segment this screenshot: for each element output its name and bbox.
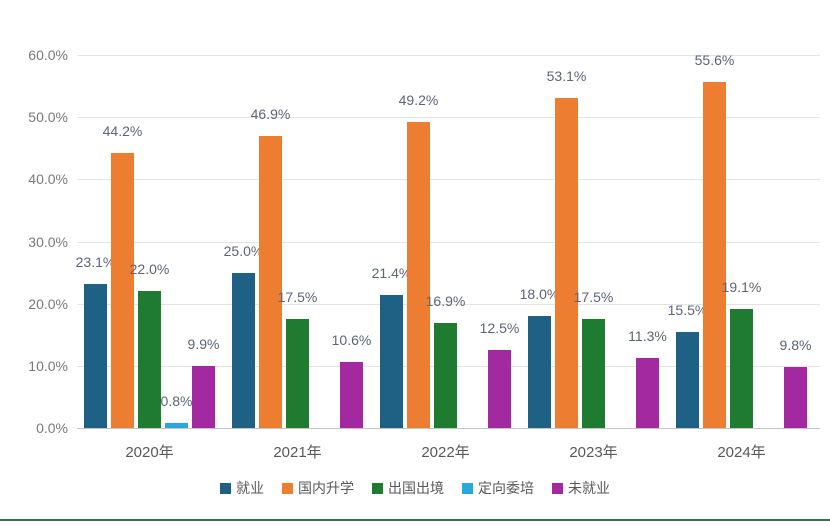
- bar-就业-2024年: [676, 331, 699, 428]
- bar-group-2020年: 23.1% 44.2% 22.0% 0.8% 9.9%: [76, 55, 219, 428]
- bar-value-label: 9.9%: [187, 336, 220, 353]
- bar-未就业-2023年: [636, 357, 659, 428]
- bar-value-label: 17.5%: [573, 289, 614, 306]
- legend-label: 国内升学: [298, 480, 354, 496]
- legend-item-出国出境: 出国出境: [372, 478, 444, 498]
- x-axis-category-label: 2022年: [421, 444, 470, 461]
- legend-swatch-icon: [462, 482, 473, 494]
- bar-value-label: 23.1%: [75, 254, 116, 271]
- bar-group-2022年: 21.4% 49.2% 16.9% 12.5%: [372, 55, 519, 428]
- bar-value-label: 11.3%: [628, 327, 667, 344]
- legend-swatch-icon: [282, 482, 293, 494]
- gridline: [77, 55, 820, 56]
- bar-value-label: 19.1%: [721, 279, 762, 296]
- bottom-accent-line: [0, 519, 830, 521]
- y-axis-tick-label: 40.0%: [28, 171, 68, 188]
- bar-就业-2023年: [528, 316, 551, 428]
- bar-value-label: 9.8%: [779, 337, 812, 354]
- x-axis-line: [77, 428, 820, 429]
- bar-value-label: 18.0%: [519, 286, 560, 303]
- bar-国内升学-2022年: [407, 122, 430, 428]
- bar-value-label: 16.9%: [425, 292, 466, 309]
- x-axis-category-label: 2020年: [125, 444, 174, 461]
- legend-label: 未就业: [568, 480, 610, 496]
- bar-未就业-2021年: [340, 362, 363, 428]
- bar-value-label: 49.2%: [398, 92, 439, 109]
- bar-未就业-2020年: [192, 366, 215, 428]
- bar-就业-2022年: [380, 294, 403, 428]
- legend-item-定向委培: 定向委培: [462, 478, 534, 498]
- bar-未就业-2024年: [784, 367, 807, 428]
- bar-出国出境-2021年: [286, 319, 309, 428]
- gridline: [77, 117, 820, 119]
- bar-就业-2020年: [84, 284, 107, 428]
- bar-value-label: 10.6%: [331, 332, 372, 349]
- legend-item-国内升学: 国内升学: [282, 478, 354, 498]
- bar-group-2024年: 15.5% 55.6% 19.1% 9.8%: [668, 52, 811, 428]
- legend-label: 就业: [236, 480, 264, 496]
- bar-国内升学-2024年: [703, 82, 726, 428]
- y-axis-tick-label: 10.0%: [28, 357, 68, 374]
- bar-国内升学-2020年: [111, 153, 134, 428]
- x-axis-category-label: 2023年: [569, 444, 618, 461]
- plot-area: 0.0% 10.0% 20.0% 30.0% 40.0% 50.0% 60.0% 23.1% 4…: [28, 47, 820, 461]
- y-axis-tick-label: 60.0%: [28, 47, 68, 63]
- bar-value-label: 46.9%: [250, 106, 291, 123]
- bar-定向委培-2020年: [165, 423, 188, 428]
- bar-group-2021年: 25.0% 46.9% 17.5% 10.6%: [224, 55, 371, 428]
- bar-value-label: 12.5%: [479, 320, 520, 337]
- bar-value-label: 21.4%: [371, 264, 412, 281]
- legend-item-未就业: 未就业: [552, 478, 610, 498]
- bar-value-label: 53.1%: [546, 67, 587, 84]
- bar-就业-2021年: [232, 272, 255, 428]
- bar-出国出境-2024年: [730, 309, 753, 428]
- bar-value-label: 15.5%: [667, 301, 708, 318]
- legend-swatch-icon: [552, 482, 563, 494]
- gridline: [77, 241, 820, 243]
- bar-value-label: 44.2%: [102, 123, 143, 140]
- bar-出国出境-2023年: [582, 319, 605, 428]
- y-axis-tick-label: 50.0%: [28, 109, 68, 126]
- bar-value-label: 0.8%: [160, 393, 193, 410]
- bar-未就业-2022年: [488, 350, 511, 428]
- legend-swatch-icon: [220, 482, 231, 494]
- bar-出国出境-2020年: [138, 291, 161, 428]
- x-axis-category-label: 2021年: [273, 444, 322, 461]
- bar-value-label: 22.0%: [129, 261, 170, 278]
- gridline: [77, 179, 820, 181]
- bar-国内升学-2023年: [555, 97, 578, 428]
- y-axis-tick-label: 30.0%: [28, 233, 68, 250]
- bar-出国出境-2022年: [434, 322, 457, 428]
- legend-label: 出国出境: [388, 480, 444, 496]
- x-axis-category-label: 2024年: [717, 444, 766, 461]
- bar-value-label: 25.0%: [223, 242, 264, 259]
- bar-value-label: 55.6%: [694, 52, 735, 69]
- bar-group-2023年: 18.0% 53.1% 17.5% 11.3%: [520, 55, 667, 428]
- bar-国内升学-2021年: [259, 136, 282, 428]
- bar-value-label: 17.5%: [277, 289, 318, 306]
- legend: 就业 国内升学 出国出境 定向委培 未就业: [0, 478, 830, 498]
- legend-label: 定向委培: [478, 480, 534, 496]
- legend-item-就业: 就业: [220, 478, 264, 498]
- legend-swatch-icon: [372, 482, 383, 494]
- gridline: [77, 303, 820, 305]
- y-axis-tick-label: 20.0%: [28, 295, 68, 312]
- y-axis-tick-label: 0.0%: [36, 420, 68, 436]
